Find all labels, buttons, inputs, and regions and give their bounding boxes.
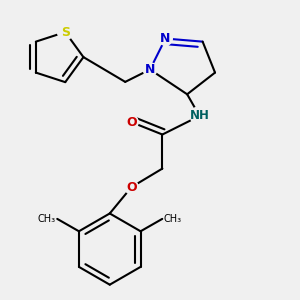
- Text: O: O: [126, 116, 137, 129]
- Text: N: N: [160, 32, 171, 45]
- Text: CH₃: CH₃: [164, 214, 182, 224]
- Text: S: S: [61, 26, 70, 39]
- Text: N: N: [145, 63, 155, 76]
- Text: O: O: [126, 181, 137, 194]
- Circle shape: [124, 115, 138, 129]
- Text: NH: NH: [190, 110, 209, 122]
- Circle shape: [124, 180, 138, 194]
- Circle shape: [159, 32, 172, 45]
- Circle shape: [143, 63, 157, 76]
- Circle shape: [58, 24, 73, 40]
- Circle shape: [190, 107, 209, 125]
- Text: CH₃: CH₃: [38, 214, 56, 224]
